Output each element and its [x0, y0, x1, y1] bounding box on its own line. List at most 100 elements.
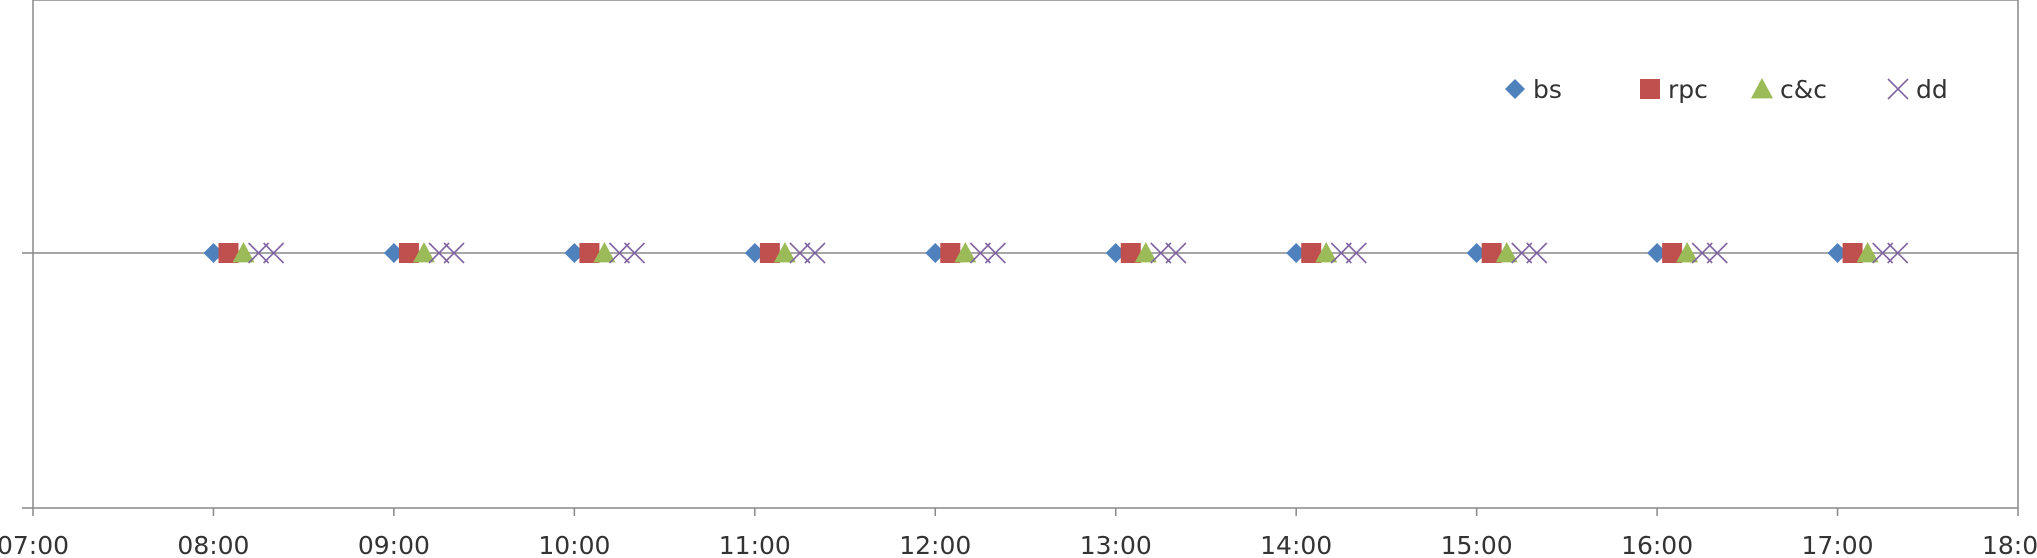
data-point	[773, 242, 796, 263]
data-point	[1872, 242, 1894, 264]
data-point	[940, 243, 961, 263]
data-point-stroke	[1887, 242, 1909, 264]
data-point-stroke	[1691, 242, 1713, 264]
data-point	[1481, 243, 1502, 263]
series-rpc	[218, 243, 1863, 263]
data-point	[218, 243, 239, 263]
data-point	[1495, 242, 1518, 263]
legend-marker-stroke	[1887, 78, 1909, 100]
data-point	[608, 242, 631, 264]
data-point	[969, 242, 991, 264]
data-point	[1315, 242, 1338, 263]
data-point	[1526, 242, 1548, 264]
legend-label: rpc	[1668, 75, 1708, 104]
data-point	[203, 243, 224, 263]
data-point-stroke	[1872, 242, 1894, 264]
legend-item: bs	[1505, 75, 1562, 104]
data-point	[1466, 243, 1487, 263]
x-tick-label: 16:00	[1621, 531, 1693, 558]
legend-label: c&c	[1780, 75, 1827, 104]
legend-marker	[1751, 78, 1773, 99]
data-point-stroke	[1511, 242, 1533, 264]
data-point	[428, 242, 450, 264]
data-point	[804, 242, 826, 264]
legend-item: dd	[1887, 75, 1948, 104]
x-tick-label: 15:00	[1441, 531, 1513, 558]
data-point	[1134, 242, 1157, 263]
data-point-stroke	[789, 242, 811, 264]
data-point	[443, 242, 465, 264]
legend-label: bs	[1533, 75, 1562, 104]
data-point-stroke	[608, 242, 631, 264]
legend-marker	[1505, 79, 1525, 99]
series-bs	[203, 243, 1848, 263]
data-point	[1691, 242, 1713, 264]
data-point	[1887, 242, 1909, 264]
x-tick-label: 11:00	[719, 531, 791, 558]
data-point	[1301, 243, 1322, 263]
x-tick-label: 17:00	[1802, 531, 1874, 558]
x-tick-label: 14:00	[1260, 531, 1332, 558]
x-tick-label: 10:00	[538, 531, 610, 558]
data-point	[1286, 243, 1307, 263]
x-tick-label: 07:00	[0, 531, 69, 558]
data-point	[1662, 243, 1683, 263]
data-point	[248, 242, 270, 264]
data-point	[398, 243, 419, 263]
data-point	[1150, 242, 1172, 264]
data-point	[1676, 242, 1699, 263]
plot-area	[32, 0, 2019, 509]
data-point-stroke	[263, 242, 285, 264]
data-marks	[203, 242, 1909, 264]
data-point	[984, 242, 1006, 264]
legend-label: dd	[1916, 75, 1948, 104]
data-point	[263, 242, 285, 264]
data-point-stroke	[804, 242, 826, 264]
data-point	[593, 242, 616, 263]
legend: bs rpc c&c dd	[1505, 75, 1948, 104]
data-point	[412, 242, 435, 263]
data-point	[1105, 243, 1126, 263]
data-point	[759, 243, 780, 263]
series-cc	[232, 242, 1879, 263]
data-point	[744, 243, 765, 263]
data-point-stroke	[248, 242, 270, 264]
data-point	[789, 242, 811, 264]
data-point	[623, 242, 646, 264]
data-point	[564, 243, 585, 263]
axes: 07:00 08:00 09:00 10:00 11:00 12:00 13:00 14:00…	[0, 252, 2037, 558]
data-point	[1827, 243, 1848, 263]
data-point	[579, 243, 600, 263]
legend-item: c&c	[1751, 75, 1827, 104]
legend-item: rpc	[1640, 75, 1708, 104]
data-point	[1842, 243, 1863, 263]
data-point-stroke	[1345, 242, 1367, 264]
data-point-stroke	[1330, 242, 1352, 264]
x-tick-label: 09:00	[358, 531, 430, 558]
data-point-stroke	[443, 242, 465, 264]
data-point-stroke	[984, 242, 1006, 264]
data-point-stroke	[428, 242, 450, 264]
data-point-stroke	[1706, 242, 1728, 264]
data-point-stroke	[623, 242, 646, 264]
series-dd	[248, 242, 1909, 264]
data-point	[1856, 242, 1879, 263]
data-point-stroke	[1150, 242, 1172, 264]
data-point	[232, 242, 255, 263]
data-point	[1330, 242, 1352, 264]
legend-marker	[1640, 79, 1660, 99]
data-point	[1345, 242, 1367, 264]
data-point	[1647, 243, 1668, 263]
x-tick-label: 13:00	[1080, 531, 1152, 558]
x-tick-label: 12:00	[899, 531, 971, 558]
x-tick-label: 08:00	[177, 531, 249, 558]
data-point	[1120, 243, 1141, 263]
data-point	[1165, 242, 1187, 264]
data-point	[1706, 242, 1728, 264]
legend-marker	[1887, 78, 1909, 100]
data-point-stroke	[1526, 242, 1548, 264]
data-point	[1511, 242, 1533, 264]
x-tick-label: 18:00	[1982, 531, 2037, 558]
data-point-stroke	[969, 242, 991, 264]
